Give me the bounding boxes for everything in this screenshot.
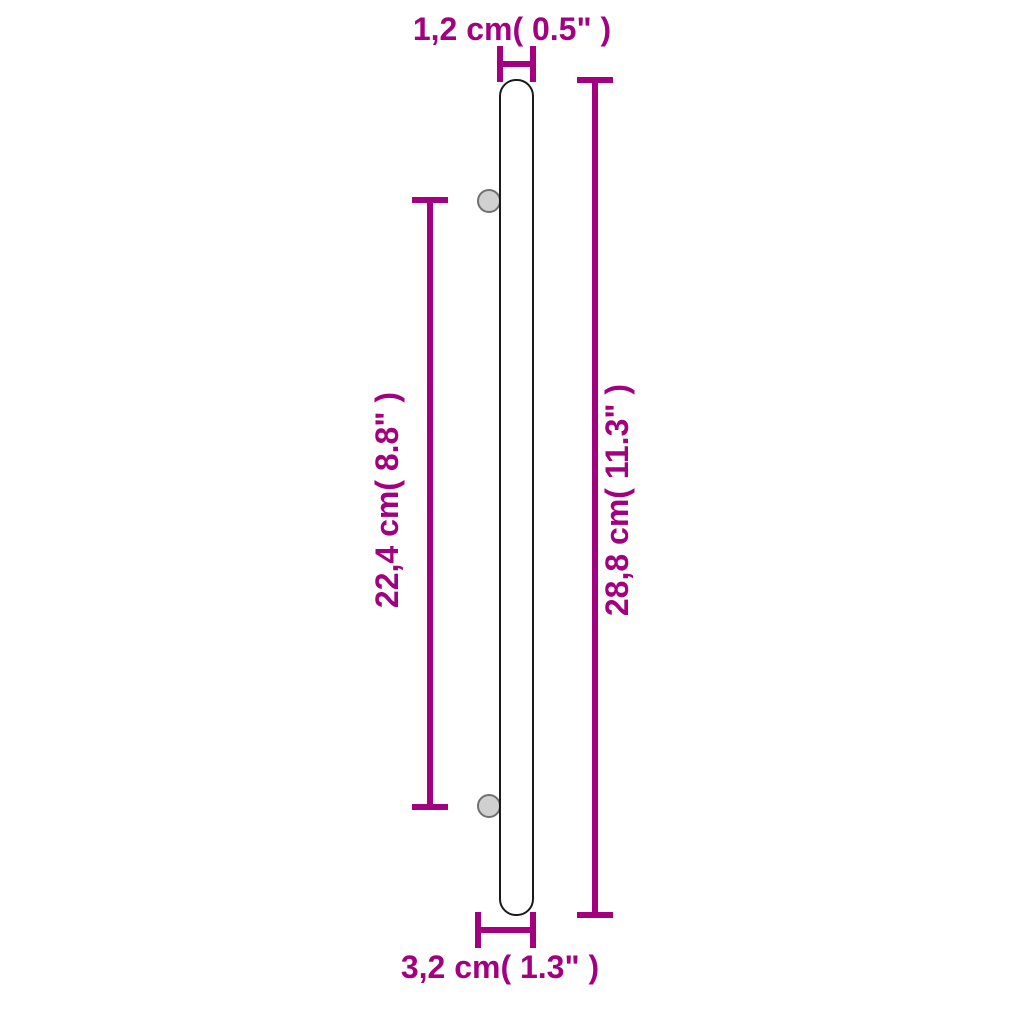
label-inner-height: 22,4 cm( 8.8" ) [369,392,405,608]
dim-inner-height [412,200,448,807]
dim-top-width [500,46,533,82]
standoff [478,190,500,212]
label-bottom-width: 3,2 cm( 1.3" ) [401,949,599,985]
dim-bottom-width [478,912,533,948]
label-top-width: 1,2 cm( 0.5" ) [413,11,611,47]
label-outer-height: 28,8 cm( 11.3" ) [599,384,635,616]
standoff [478,795,500,817]
handle-bar [500,80,533,915]
